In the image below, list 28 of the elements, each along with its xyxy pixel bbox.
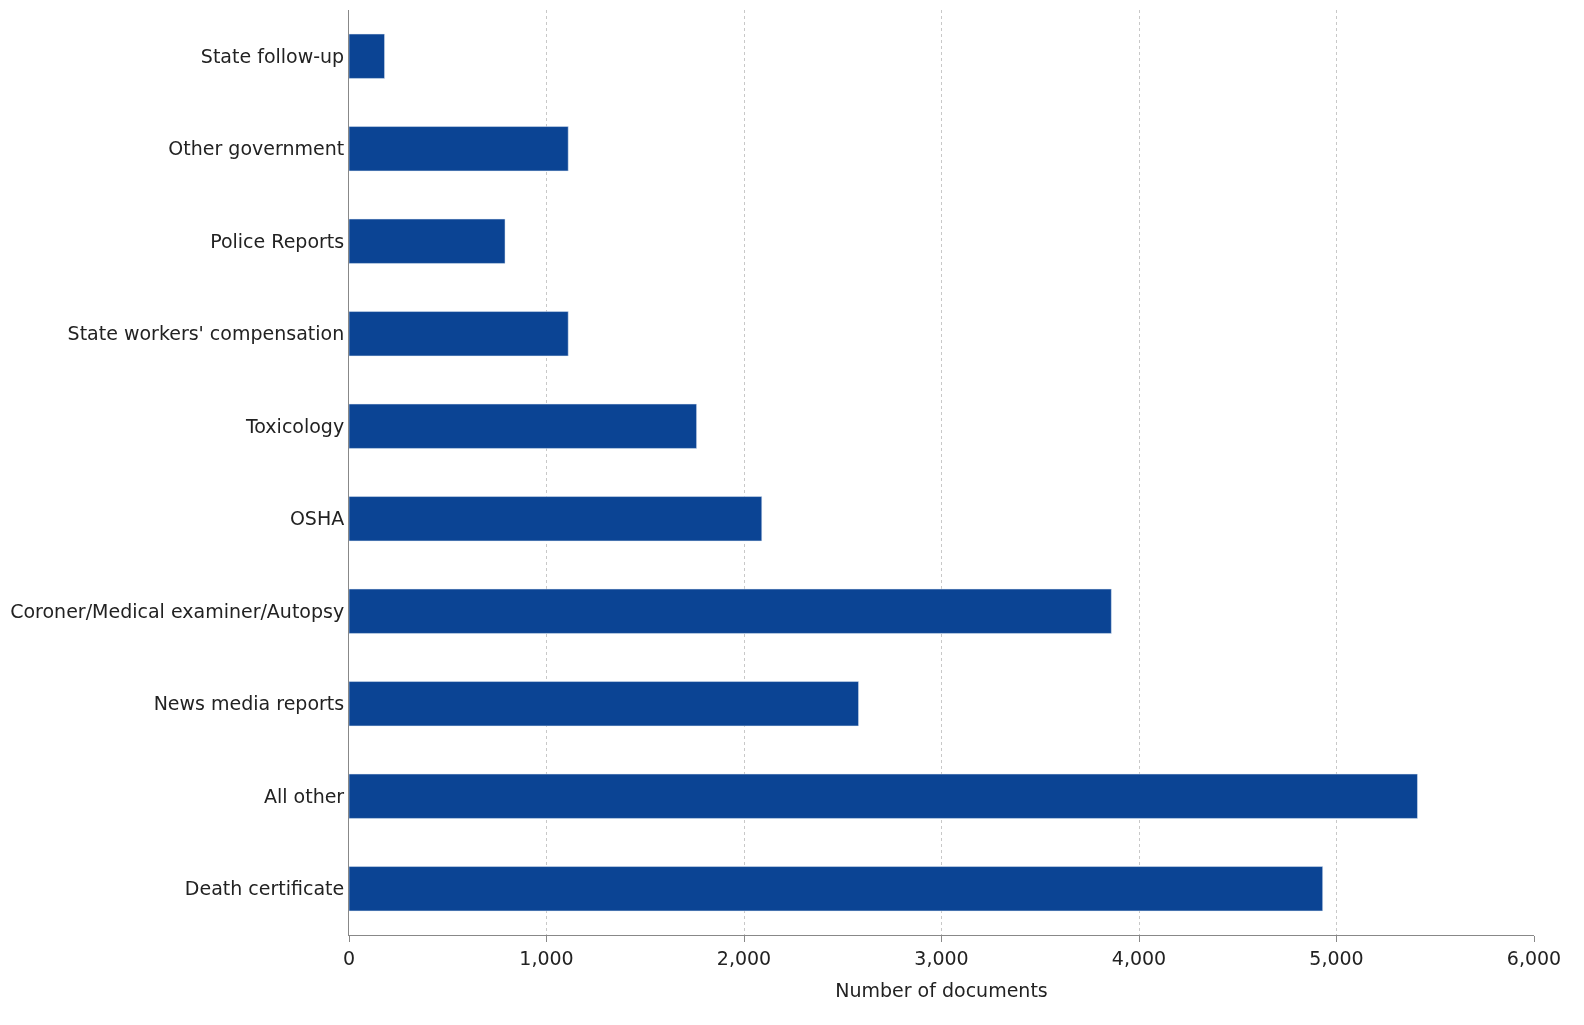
x-tick-label: 0 <box>342 946 356 969</box>
x-tick-label: 3,000 <box>914 946 969 969</box>
y-tick-label: Toxicology <box>244 414 345 437</box>
y-tick-label: State workers' compensation <box>67 322 345 345</box>
y-tick-label: Other government <box>168 137 345 160</box>
y-tick-label: State follow-up <box>200 44 345 67</box>
bar <box>349 866 1323 912</box>
bar <box>349 588 1112 634</box>
x-tick-label: 2,000 <box>716 946 772 969</box>
x-tick-label: 6,000 <box>1506 946 1562 969</box>
bar <box>349 403 697 449</box>
x-tick-label: 1,000 <box>519 946 574 969</box>
y-tick-label: Coroner/Medical examiner/Autopsy <box>10 599 345 622</box>
bar <box>349 218 506 264</box>
x-axis-title: Number of documents <box>835 978 1048 1001</box>
bar <box>349 496 763 542</box>
y-tick-label: News media reports <box>153 692 345 715</box>
bar <box>349 681 859 727</box>
bar <box>349 311 569 357</box>
y-tick-label: OSHA <box>289 507 345 530</box>
bar <box>349 126 569 172</box>
bar <box>349 33 385 79</box>
x-tick-label: 4,000 <box>1111 946 1167 969</box>
y-tick-label: All other <box>263 784 345 807</box>
bar <box>349 773 1418 819</box>
y-tick-label: Death certificate <box>184 877 345 900</box>
y-tick-label: Police Reports <box>210 229 345 252</box>
x-tick-label: 5,000 <box>1309 946 1364 969</box>
